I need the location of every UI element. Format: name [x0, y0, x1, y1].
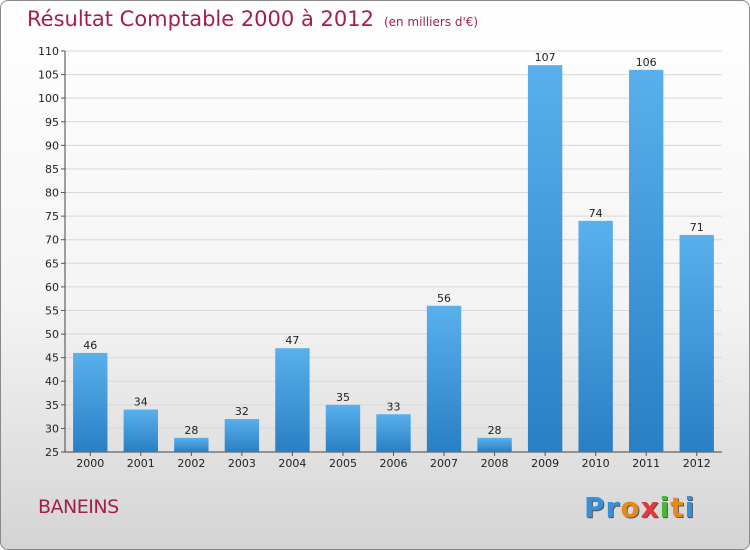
x-tick-label-2008: 2008	[481, 457, 509, 470]
x-tick-label-2001: 2001	[127, 457, 155, 470]
y-tick-label: 50	[45, 328, 59, 341]
value-label-2003: 32	[235, 405, 249, 418]
x-tick-label-2007: 2007	[430, 457, 458, 470]
bar-2004	[275, 348, 310, 452]
y-tick-label: 70	[45, 234, 59, 247]
y-tick-label: 80	[45, 187, 59, 200]
bar-2010	[578, 220, 613, 452]
chart-unit: (en milliers d'€)	[383, 15, 479, 29]
value-label-2005: 35	[336, 391, 350, 404]
value-label-2002: 28	[184, 424, 198, 437]
chart-title: Résultat Comptable 2000 à 2012 (en millie…	[27, 7, 478, 31]
y-tick-label: 45	[45, 352, 59, 365]
commune-name: BANEINS	[38, 496, 119, 518]
value-label-2011: 106	[636, 56, 657, 69]
y-tick-label: 110	[38, 45, 59, 58]
value-label-2012: 71	[690, 221, 704, 234]
y-tick-label: 75	[45, 210, 59, 223]
y-tick-label: 65	[45, 257, 59, 270]
grid-lines	[65, 50, 722, 453]
x-tick-label-2011: 2011	[632, 457, 660, 470]
y-tick-label: 105	[38, 69, 59, 82]
x-tick-label-2003: 2003	[228, 457, 256, 470]
x-tick-label-2009: 2009	[531, 457, 559, 470]
value-label-2009: 107	[535, 51, 556, 64]
bar-2009	[527, 65, 563, 452]
value-label-2008: 28	[488, 424, 502, 437]
value-label-2001: 34	[134, 396, 148, 409]
bar-2012	[679, 234, 714, 452]
x-tick-label-2004: 2004	[278, 457, 306, 470]
bar-2006	[376, 414, 411, 452]
logo-letter: r	[605, 491, 621, 524]
bar-2007	[426, 305, 462, 452]
bar-2003	[224, 418, 260, 452]
value-label-2004: 47	[285, 334, 299, 347]
x-tick-label-2006: 2006	[380, 457, 408, 470]
x-tick-label-2002: 2002	[177, 457, 205, 470]
y-tick-label: 100	[38, 92, 59, 105]
x-tick-label-2005: 2005	[329, 457, 357, 470]
logo-letter: t	[670, 491, 685, 524]
chart-title-text: Résultat Comptable 2000 à 2012	[27, 7, 374, 31]
y-tick-label: 55	[45, 304, 59, 317]
bar-2005	[325, 404, 361, 452]
x-tick-label-2010: 2010	[582, 457, 610, 470]
bar-2011	[629, 69, 664, 452]
logo-letter: i	[684, 491, 696, 524]
logo-letter: x	[640, 491, 660, 524]
y-tick-label: 25	[45, 446, 59, 459]
x-tick-label-2000: 2000	[76, 457, 104, 470]
logo-letter: o	[620, 491, 641, 524]
logo-letter: P	[584, 491, 606, 524]
y-tick-label: 90	[45, 139, 59, 152]
y-tick-label: 60	[45, 281, 59, 294]
y-tick-label: 30	[45, 422, 59, 435]
logo-letter: i	[659, 491, 671, 524]
bar-2001	[123, 409, 158, 452]
bar-2008	[477, 437, 512, 452]
y-tick-label: 35	[45, 399, 59, 412]
value-label-2007: 56	[437, 292, 451, 305]
bars: 46 34 28 32 47 35 33 56 28 107 74 106 71	[73, 51, 714, 452]
x-tick-label-2012: 2012	[683, 457, 711, 470]
proxiti-logo: Proxiti	[584, 491, 695, 524]
value-label-2006: 33	[387, 400, 401, 413]
y-tick-label: 95	[45, 116, 59, 129]
bar-2002	[174, 437, 209, 452]
value-label-2010: 74	[589, 207, 603, 220]
value-label-2000: 46	[83, 339, 97, 352]
y-tick-label: 40	[45, 375, 59, 388]
bar-2000	[73, 352, 108, 452]
y-tick-label: 85	[45, 163, 59, 176]
